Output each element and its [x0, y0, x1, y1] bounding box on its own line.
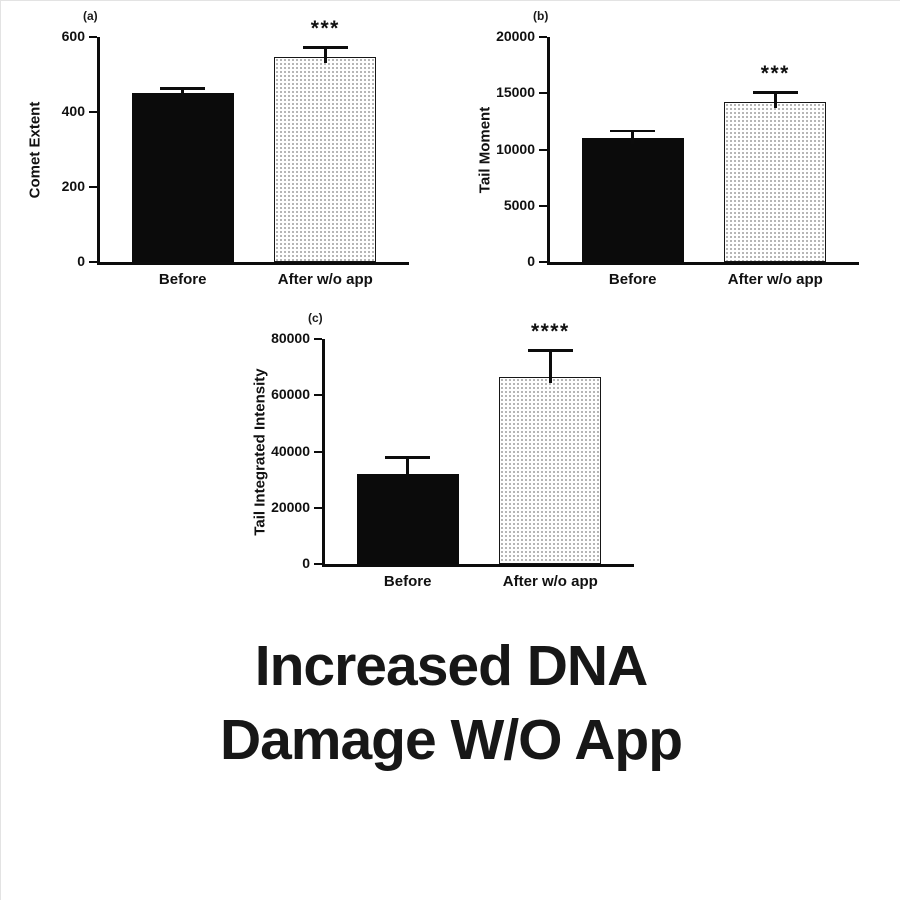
bar-after-wo-app: [274, 56, 377, 262]
y-axis-line: [322, 339, 325, 566]
caption-line-1: Increased DNA: [254, 634, 649, 698]
bar-after-wo-app: [499, 376, 602, 564]
y-axis-line: [547, 37, 550, 264]
y-tick-label: 20000: [271, 498, 310, 515]
x-category-label: After w/o app: [277, 271, 373, 288]
x-axis-line: [322, 564, 634, 567]
significance-stars: ****: [530, 320, 570, 344]
x-category-label: After w/o app: [502, 573, 598, 590]
y-tick-mark: [89, 186, 97, 189]
error-bar-cap: [385, 456, 431, 459]
y-tick-mark: [539, 204, 547, 207]
bar-before: [131, 92, 234, 262]
y-tick-label: 0: [77, 253, 85, 269]
bar-before: [581, 138, 684, 262]
caption-line-2: Damage W/O App: [219, 708, 683, 773]
error-bar-stem: [774, 92, 777, 109]
y-tick-mark: [314, 506, 322, 509]
error-bar-stem: [324, 47, 327, 63]
figure-caption: Increased DNA Damage W/O App: [1, 629, 900, 777]
x-axis-line: [97, 262, 409, 265]
x-category-label: Before: [608, 271, 657, 288]
x-category-label: Before: [383, 573, 432, 590]
error-bar-cap: [752, 91, 798, 94]
y-tick-mark: [314, 450, 322, 453]
error-bar-cap: [302, 46, 348, 49]
y-tick-label: 0: [302, 555, 310, 571]
chart-tail-integrated-intensity: (c) Tail Integrated Intensity 0 20000 40000 6…: [244, 309, 654, 611]
panel-label: (b): [533, 9, 549, 23]
y-tick-mark: [314, 394, 322, 397]
bar-before: [356, 474, 459, 564]
y-axis-line: [97, 37, 100, 264]
y-tick-label: 5000: [503, 196, 535, 213]
error-bar-cap: [160, 87, 206, 90]
error-bar-stem: [406, 457, 409, 480]
significance-stars: ***: [760, 62, 790, 86]
y-tick-mark: [314, 563, 322, 566]
x-axis-line: [547, 262, 859, 265]
panel-label: (c): [308, 311, 323, 325]
y-tick-label: 600: [61, 28, 85, 44]
y-tick-mark: [539, 148, 547, 151]
error-bar-stem: [631, 130, 634, 145]
bar-after-wo-app: [724, 102, 827, 262]
y-tick-label: 15000: [496, 84, 535, 101]
error-bar-cap: [527, 349, 573, 352]
y-tick-label: 0: [527, 253, 535, 269]
y-tick-label: 400: [61, 103, 85, 119]
y-tick-label: 40000: [271, 442, 310, 459]
y-tick-mark: [539, 92, 547, 95]
chart-comet-extent: (a) Comet Extent 0 200 400 600 Before After w/o…: [19, 7, 429, 309]
error-bar-stem: [181, 88, 184, 99]
y-tick-label: 60000: [271, 386, 310, 403]
y-tick-mark: [539, 261, 547, 264]
y-tick-mark: [89, 111, 97, 114]
y-tick-mark: [89, 36, 97, 39]
y-tick-label: 80000: [271, 330, 310, 346]
y-tick-label: 10000: [496, 140, 535, 157]
error-bar-cap: [610, 129, 656, 133]
chart-tail-moment: (b) Tail Moment 0 5000 10000 15000 20000 Before…: [469, 7, 879, 309]
y-tick-mark: [89, 261, 97, 264]
error-bar-stem: [549, 350, 552, 383]
x-category-label: After w/o app: [727, 271, 823, 288]
y-tick-mark: [539, 36, 547, 39]
y-tick-label: 200: [61, 178, 85, 194]
significance-stars: ***: [310, 17, 340, 41]
y-tick-label: 20000: [496, 28, 535, 44]
x-category-label: Before: [158, 271, 207, 288]
y-tick-mark: [314, 338, 322, 341]
panel-label: (a): [83, 9, 98, 23]
